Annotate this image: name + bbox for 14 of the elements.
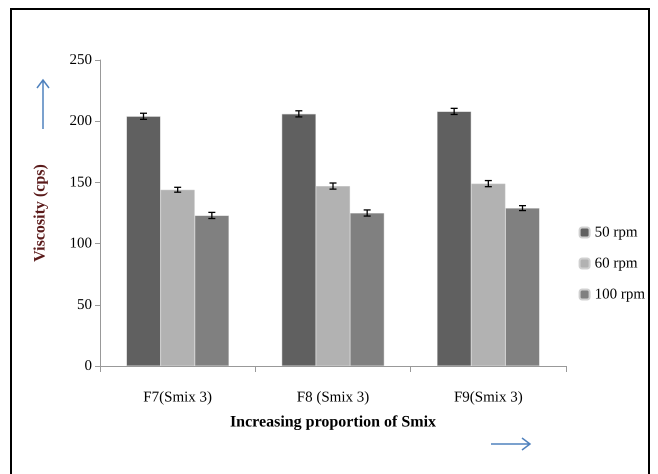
legend-label: 60 rpm [594,256,638,272]
y-tick-label: 250 [70,52,92,68]
y-tick-label: 100 [70,236,92,252]
legend-label: 50 rpm [594,224,638,240]
x-tick-label: F9(Smix 3) [454,390,523,406]
y-tick-label: 0 [84,358,92,374]
x-tick-label: F8 (Smix 3) [296,390,370,406]
legend-label: 100 rpm [594,286,646,302]
y-tick-label: 150 [70,174,92,190]
x-axis-title: Increasing proportion of Smix [230,414,436,430]
y-tick-label: 200 [70,113,92,130]
y-axis-title: Viscosity (cps) [32,164,48,262]
x-tick-label: F7(Smix 3) [143,390,212,406]
y-tick-label: 50 [77,296,92,313]
